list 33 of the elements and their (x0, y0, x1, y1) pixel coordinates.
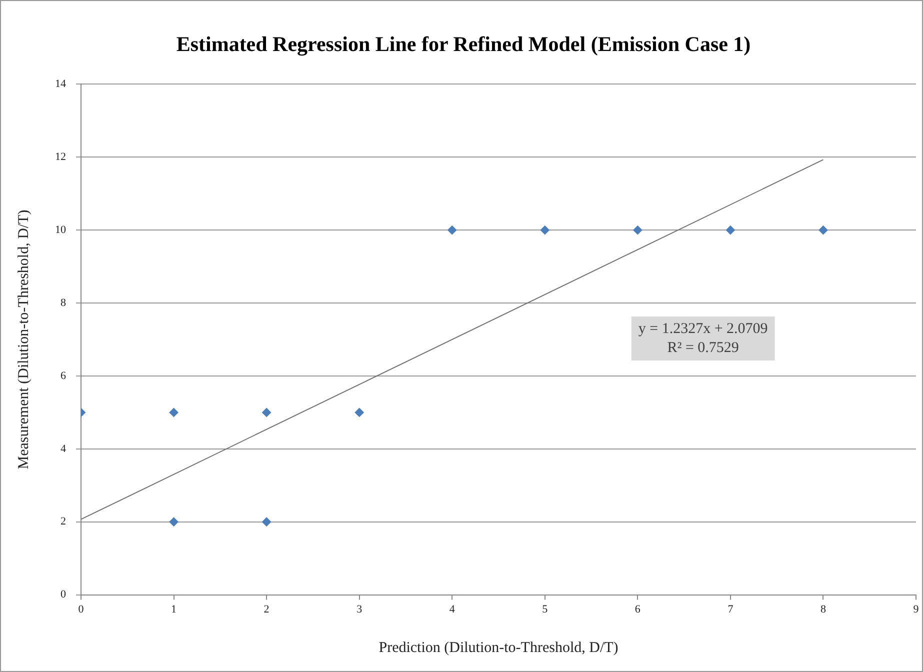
y-tick-label: 4 (60, 442, 66, 455)
annotation: y = 1.2327x + 2.0709 (638, 320, 768, 337)
y-tick-label: 2 (60, 516, 66, 528)
x-tick-label: 2 (264, 603, 270, 616)
point (633, 226, 642, 235)
y-axis-title: Measurement (Dilution-to-Threshold, D/T) (16, 210, 32, 470)
point (726, 226, 735, 235)
x-tick-label: 8 (820, 603, 826, 616)
x-tick-label: 6 (634, 603, 641, 616)
y-tick-label: 10 (55, 224, 66, 236)
y-tick-label: 12 (55, 151, 66, 164)
point (540, 226, 550, 235)
point (169, 517, 178, 526)
x-axis-title: Prediction (Dilution-to-Threshold, D/T) (378, 640, 618, 656)
y-tick-label: 6 (60, 370, 66, 382)
chart-title: Estimated Regression Line for Refined Model (Emission Case 1) (176, 32, 751, 56)
x-tick-label: 7 (728, 603, 734, 616)
point (818, 226, 828, 235)
x-tick-label: 9 (913, 603, 920, 616)
annotation: R² = 0.7529 (667, 340, 739, 356)
y-tick-label: 0 (60, 588, 66, 601)
point (354, 408, 364, 417)
point (448, 226, 457, 235)
x-tick-label: 4 (449, 603, 456, 616)
y-tick-label: 8 (60, 296, 66, 309)
x-tick-label: 0 (78, 603, 84, 616)
x-tick-label: 5 (542, 603, 548, 616)
point (262, 517, 272, 526)
x-tick-label: 1 (171, 603, 177, 616)
y-tick-label: 14 (55, 78, 66, 90)
point (262, 408, 272, 417)
point (169, 408, 178, 417)
x-tick-label: 3 (356, 603, 363, 616)
